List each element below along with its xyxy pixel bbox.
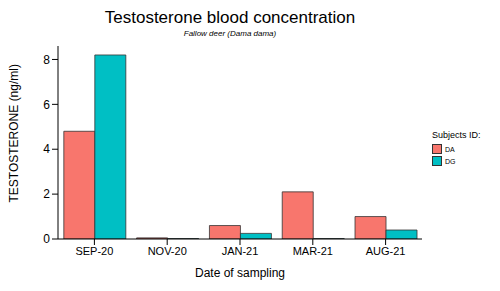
svg-text:MAR-21: MAR-21 [293, 245, 333, 257]
html-text:Testosterone blood concentrati: Testosterone blood concentration [104, 8, 356, 27]
svg-text:NOV-20: NOV-20 [148, 245, 187, 257]
svg-text:4: 4 [43, 142, 50, 156]
svg-text:Date of sampling: Date of sampling [195, 266, 285, 280]
svg-text:2: 2 [43, 187, 50, 201]
svg-text:6: 6 [43, 98, 50, 112]
svg-text:0: 0 [43, 232, 50, 246]
html-text:DA: DA [445, 145, 455, 153]
svg-text:AUG-21: AUG-21 [366, 245, 406, 257]
html-text:Subjects ID:: Subjects ID: [432, 130, 481, 140]
html-text:Fallow deer (Dama dama): Fallow deer (Dama dama) [183, 29, 277, 38]
svg-text:JAN-21: JAN-21 [222, 245, 259, 257]
svg-text:TESTOSTERONE (ng/ml): TESTOSTERONE (ng/ml) [8, 64, 21, 202]
svg-text:8: 8 [43, 53, 50, 67]
html-text:DG: DG [445, 157, 456, 165]
svg-text:SEP-20: SEP-20 [75, 245, 113, 257]
